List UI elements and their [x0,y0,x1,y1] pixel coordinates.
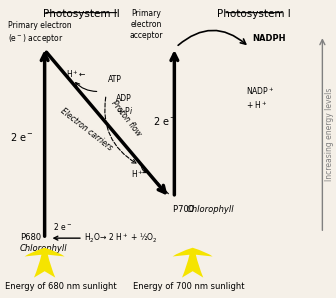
Text: Primary electron
(e$^-$) acceptor: Primary electron (e$^-$) acceptor [8,21,72,45]
Text: Photosystem II: Photosystem II [43,9,120,19]
Text: Energy of 680 nm sunlight: Energy of 680 nm sunlight [5,283,116,291]
Text: Proton flow: Proton flow [110,98,143,138]
Text: Chlorophyll: Chlorophyll [20,244,67,253]
Text: 2 e$^-$: 2 e$^-$ [10,131,33,143]
Text: H$^+$←: H$^+$← [66,68,87,80]
Text: NADP$^+$
+ H$^+$: NADP$^+$ + H$^+$ [246,86,275,111]
Text: P700: P700 [173,205,196,214]
Text: 2 e$^-$: 2 e$^-$ [153,115,176,127]
Text: Electron carriers: Electron carriers [58,107,114,153]
Text: ADP
+ P$i$: ADP + P$i$ [116,94,134,116]
Text: P680: P680 [20,233,41,242]
Text: Increasing energy levels: Increasing energy levels [325,88,334,181]
Text: Energy of 700 nm sunlight: Energy of 700 nm sunlight [133,283,244,291]
Text: NADPH: NADPH [253,34,286,43]
Text: H$^+$: H$^+$ [131,168,144,180]
Text: 2 e$^-$: 2 e$^-$ [53,221,73,232]
Text: Primary
electron
acceptor: Primary electron acceptor [129,9,163,40]
Text: H$_2$O→ 2 H$^+$ + ½O$_2$: H$_2$O→ 2 H$^+$ + ½O$_2$ [84,232,158,245]
Text: Chlorophyll: Chlorophyll [187,205,235,214]
Text: Photosystem I: Photosystem I [217,9,291,19]
Text: ATP: ATP [108,75,122,84]
